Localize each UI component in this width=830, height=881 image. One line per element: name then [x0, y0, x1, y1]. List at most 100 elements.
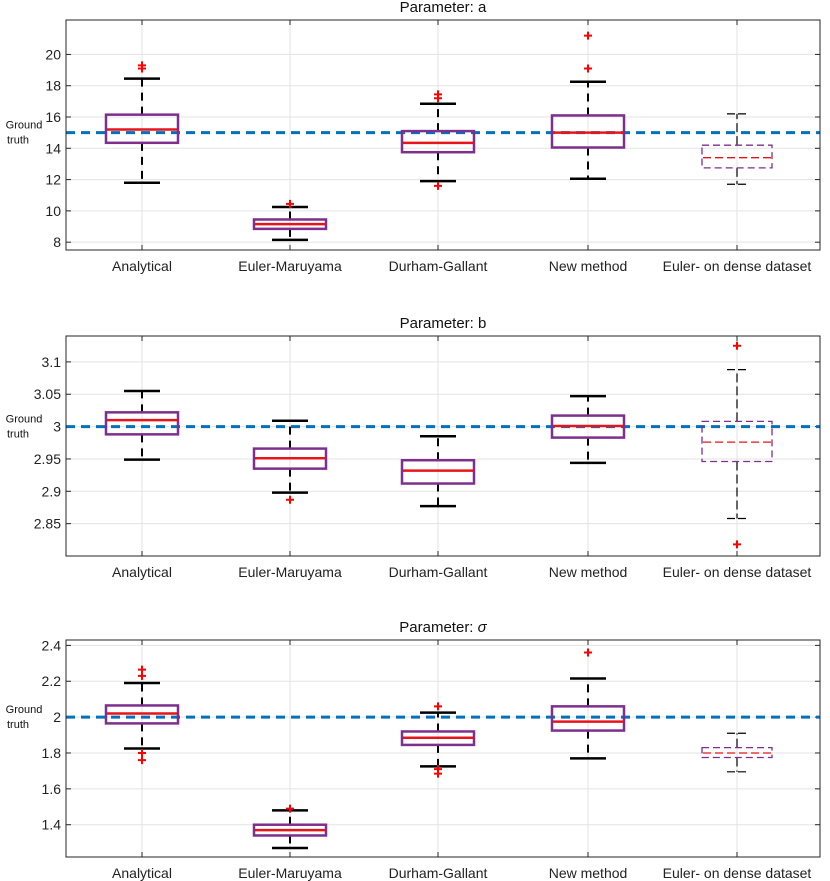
ground-truth-label-line1: Ground [6, 414, 43, 426]
x-tick-label-euler-on-dense-dataset: Euler- on dense dataset [663, 564, 812, 580]
iqr-box [104, 113, 180, 145]
outlier-marker-2 [584, 31, 592, 40]
x-tick-label-euler-maruyama: Euler-Maruyama [238, 865, 342, 881]
outlier-marker-1 [434, 181, 442, 190]
iqr-box [550, 414, 626, 439]
box-new-method: New method [549, 640, 628, 881]
axes-frame [65, 335, 821, 557]
chart-title-prefix: Parameter: [400, 315, 478, 332]
iqr-box [252, 218, 328, 231]
outlier-marker-2 [138, 61, 146, 70]
ground-truth-label: Ground truth [6, 414, 43, 441]
ground-truth-label: Ground truth [6, 704, 43, 731]
y-tick-label-2: 2.9 [42, 483, 62, 499]
ground-truth-label-line1: Ground [6, 120, 43, 132]
outlier-marker-1 [584, 648, 592, 657]
y-tick-label-5: 3.05 [34, 386, 61, 402]
ground-truth-label-line2: truth [7, 719, 29, 731]
iqr-box [400, 730, 476, 747]
y-tick-label-1: 1.4 [42, 817, 62, 833]
box-euler-maruyama: Euler-Maruyama [238, 20, 342, 274]
x-tick-label-euler-maruyama: Euler-Maruyama [238, 564, 342, 580]
chart-panel-3: 1.4 1.6 1.8 2 2.2 2.4 Analytical Euler-Maruyama… [6, 619, 821, 881]
outlier-marker-2 [434, 765, 442, 774]
x-tick-label-euler-on-dense-dataset: Euler- on dense dataset [663, 865, 812, 881]
iqr-box [550, 705, 626, 732]
ground-truth-label-line2: truth [7, 429, 29, 441]
outlier-marker-4 [138, 665, 146, 674]
x-tick-label-euler-on-dense-dataset: Euler- on dense dataset [663, 258, 812, 274]
iqr-box [701, 420, 773, 463]
box-analytical: Analytical [104, 336, 180, 580]
y-tick-label-6: 2.4 [42, 637, 62, 653]
box-analytical: Analytical [104, 640, 180, 881]
iqr-box [104, 411, 180, 436]
box-durham-gallant: Durham-Gallant [389, 640, 488, 881]
y-tick-label-5: 2.2 [42, 673, 62, 689]
chart-panel-2: 2.85 2.9 2.95 3 3.05 3.1 Analytical Euler-Maruy… [6, 315, 821, 580]
y-tick-label-5: 16 [45, 109, 61, 125]
y-tick-label-3: 2.95 [34, 451, 61, 467]
chart-title-symbol: a [478, 0, 487, 16]
box-euler-on-dense-dataset: Euler- on dense dataset [663, 336, 812, 580]
iqr-box [104, 704, 180, 725]
y-tick-label-2: 10 [45, 203, 61, 219]
y-tick-label-1: 2.85 [34, 516, 61, 532]
iqr-box [252, 823, 328, 837]
outlier-marker-2 [138, 748, 146, 757]
ground-truth-label-line1: Ground [6, 704, 43, 716]
chart-title: Parameter: b [400, 315, 487, 332]
axes-frame [65, 19, 821, 251]
outlier-marker-1 [138, 756, 146, 765]
x-tick-label-analytical: Analytical [112, 564, 172, 580]
iqr-box [701, 144, 773, 169]
chart-panel-1: 8 10 12 14 16 18 20 Analytical Euler-Maruyama Dur… [6, 0, 821, 274]
x-tick-label-durham-gallant: Durham-Gallant [389, 564, 488, 580]
outlier-marker-3 [434, 90, 442, 99]
x-tick-label-new-method: New method [549, 564, 628, 580]
chart-title-symbol: σ [478, 619, 488, 636]
axes-frame [65, 639, 821, 858]
outlier-marker-1 [286, 495, 294, 504]
y-tick-label-1: 8 [53, 234, 61, 250]
y-tick-label-4: 2 [53, 709, 61, 725]
chart-title: Parameter: a [400, 0, 487, 16]
outlier-marker-1 [733, 540, 741, 549]
outlier-marker-3 [434, 702, 442, 711]
y-tick-label-6: 3.1 [42, 354, 62, 370]
y-tick-label-4: 3 [53, 419, 61, 435]
box-euler-maruyama: Euler-Maruyama [238, 640, 342, 881]
outlier-marker-1 [286, 804, 294, 813]
box-durham-gallant: Durham-Gallant [389, 20, 488, 274]
y-tick-label-3: 12 [45, 172, 61, 188]
box-analytical: Analytical [104, 20, 180, 274]
chart-title-prefix: Parameter: [400, 0, 478, 16]
box-euler-maruyama: Euler-Maruyama [238, 336, 342, 580]
ground-truth-label: Ground truth [6, 120, 43, 147]
outlier-marker-1 [286, 199, 294, 208]
iqr-box [252, 447, 328, 470]
chart-title-symbol: b [478, 315, 486, 332]
outlier-marker-1 [584, 64, 592, 73]
chart-title-prefix: Parameter: [399, 619, 477, 636]
y-tick-label-2: 1.6 [42, 781, 62, 797]
y-tick-label-7: 20 [45, 46, 61, 62]
box-new-method: New method [549, 336, 628, 580]
y-tick-label-3: 1.8 [42, 745, 62, 761]
iqr-box [400, 458, 476, 485]
ground-truth-label-line2: truth [7, 135, 29, 147]
x-tick-label-durham-gallant: Durham-Gallant [389, 258, 488, 274]
y-tick-label-4: 14 [45, 140, 61, 156]
x-tick-label-new-method: New method [549, 865, 628, 881]
x-tick-label-analytical: Analytical [112, 865, 172, 881]
x-tick-label-new-method: New method [549, 258, 628, 274]
y-tick-label-6: 18 [45, 78, 61, 94]
outlier-marker-2 [733, 341, 741, 350]
box-euler-on-dense-dataset: Euler- on dense dataset [663, 640, 812, 881]
x-tick-label-durham-gallant: Durham-Gallant [389, 865, 488, 881]
box-euler-on-dense-dataset: Euler- on dense dataset [663, 20, 812, 274]
iqr-box [701, 746, 773, 759]
x-tick-label-euler-maruyama: Euler-Maruyama [238, 258, 342, 274]
box-new-method: New method [549, 20, 628, 274]
